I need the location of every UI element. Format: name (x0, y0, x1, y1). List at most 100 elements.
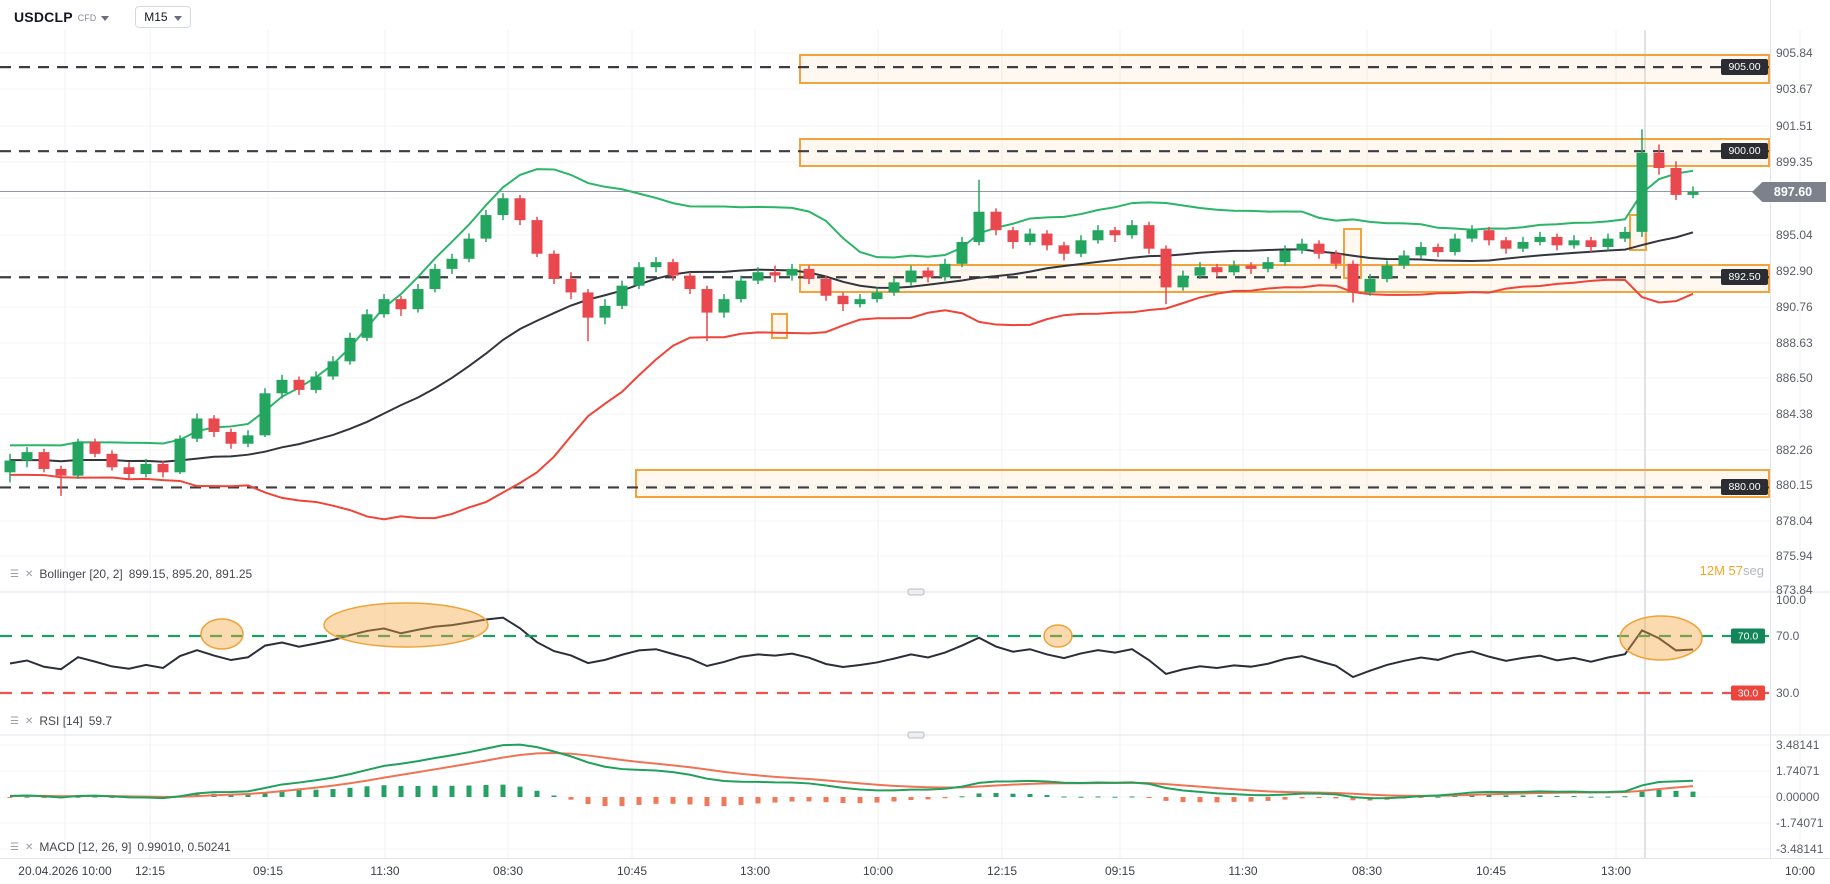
macd-line (9, 743, 1694, 800)
drawn-ellipse[interactable] (1043, 624, 1073, 648)
bullish-candle (327, 361, 339, 377)
indicator-close-icon[interactable]: ✕ (24, 568, 34, 580)
rsi-highlight-ellipses[interactable] (200, 602, 1703, 661)
macd-histogram-bar (687, 797, 693, 805)
level-price-badge[interactable]: 905.00 (1721, 59, 1768, 76)
time-axis-label: 10:45 (616, 864, 648, 878)
time-axis-label: 09:15 (1104, 864, 1136, 878)
pane-resize-handle[interactable] (907, 588, 925, 596)
macd-histogram-bar (789, 797, 795, 802)
bullish-candle (4, 460, 16, 473)
bullish-candle (1687, 191, 1699, 195)
bullish-candle (1296, 243, 1308, 251)
bearish-candle (548, 253, 560, 279)
time-axis-label: 20.04.2026 10:00 (18, 864, 112, 878)
bullish-candle (72, 442, 84, 476)
current-price-badge: 897.60 (1752, 182, 1826, 202)
macd-histogram-bar (772, 797, 778, 803)
chevron-down-icon (173, 15, 182, 21)
bullish-candle (1415, 247, 1427, 256)
bullish-candle (1279, 250, 1291, 263)
macd-histogram-bar (262, 792, 268, 797)
macd-histogram-bar (7, 797, 13, 798)
bullish-candle (973, 211, 985, 242)
macd-histogram-bar (364, 786, 370, 797)
drawn-ellipse[interactable] (200, 618, 244, 650)
macd-histogram-bar (245, 794, 251, 797)
macd-histogram-bar (585, 797, 591, 805)
symbol-selector[interactable]: USDCLP CFD (14, 9, 110, 25)
timeframe-dropdown[interactable]: M15 (135, 6, 191, 28)
bullish-candle (1381, 265, 1393, 279)
level-price-badge[interactable]: 900.00 (1721, 143, 1768, 160)
bearish-candle (225, 431, 237, 444)
bullish-candle (1364, 278, 1376, 293)
instrument-type-label: CFD (77, 13, 97, 23)
bullish-candle (735, 280, 747, 300)
macd-histogram-bar (1554, 795, 1560, 797)
indicator-settings-icon[interactable]: ☰ (10, 841, 19, 853)
macd-histogram-bar (806, 797, 812, 802)
indicator-close-icon[interactable]: ✕ (24, 841, 34, 853)
indicator-settings-icon[interactable]: ☰ (10, 715, 19, 727)
macd-histogram-bar (1129, 796, 1135, 798)
indicator-settings-icon[interactable]: ☰ (10, 568, 19, 580)
bearish-candle (1432, 247, 1444, 253)
level-price-badge[interactable]: 880.00 (1721, 479, 1768, 496)
macd-histogram-bar (619, 797, 625, 807)
time-axis-border (0, 858, 1830, 859)
bullish-candle (344, 337, 356, 362)
bearish-candle (565, 278, 577, 293)
price-axis-label: 875.94 (1776, 549, 1813, 563)
supply-zone-900[interactable] (799, 138, 1770, 167)
bullish-candle (446, 258, 458, 269)
macd-pane (7, 743, 1696, 807)
bullish-candle (650, 262, 662, 268)
pane-resize-handle[interactable] (907, 731, 925, 739)
bullish-candle (276, 379, 288, 394)
time-axis-label: 11:30 (1228, 864, 1258, 878)
macd-histogram-bar (670, 797, 676, 804)
macd-histogram-bar (976, 793, 982, 797)
chart-header: USDCLP CFD M15 (14, 6, 191, 28)
price-axis-label: 895.04 (1776, 228, 1813, 242)
indicator-close-icon[interactable]: ✕ (24, 715, 34, 727)
macd-histogram-bar (1418, 797, 1424, 798)
macd-histogram-bar (466, 785, 472, 797)
macd-histogram-bar (636, 797, 642, 805)
bullish-candle (412, 289, 424, 310)
rsi-name: RSI [14] (39, 714, 83, 728)
bearish-candle (1347, 263, 1359, 293)
macd-histogram-bar (1010, 793, 1016, 797)
bearish-candle (667, 262, 679, 276)
macd-histogram-bar (568, 797, 574, 800)
price-axis-label: 882.26 (1776, 443, 1813, 457)
macd-histogram-bar (1316, 797, 1322, 799)
bullish-candle (497, 198, 509, 216)
rsi-oversold-badge: 30.0 (1731, 685, 1765, 701)
supply-zone-905[interactable] (799, 54, 1770, 84)
macd-histogram-bar (551, 795, 557, 797)
macd-histogram-bar (1078, 796, 1084, 798)
price-axis-label: 903.67 (1776, 82, 1813, 96)
macd-histogram-bar (738, 797, 744, 805)
candle-countdown-timer: 12M 57seg (1640, 563, 1764, 578)
small-zone[interactable] (771, 313, 788, 339)
time-axis-label: 13:00 (739, 864, 771, 878)
time-axis-label: 10:00 (862, 864, 894, 878)
bearish-candle (1551, 236, 1563, 246)
current-price-value: 897.60 (1773, 185, 1813, 199)
level-price-badge[interactable]: 892.50 (1721, 269, 1768, 286)
demand-zone-880[interactable] (635, 469, 1770, 498)
price-axis-label: 884.38 (1776, 407, 1813, 421)
drawn-ellipse[interactable] (323, 602, 489, 648)
rsi-value: 59.7 (88, 714, 113, 728)
symbol-name: USDCLP (14, 9, 73, 25)
macd-histogram-bar (942, 797, 948, 799)
drawn-ellipse[interactable] (1619, 615, 1703, 661)
macd-histogram-bar (1095, 796, 1101, 798)
bullish-candle (1619, 231, 1631, 239)
price-level-lines[interactable] (0, 66, 1769, 489)
bearish-candle (1585, 240, 1597, 248)
